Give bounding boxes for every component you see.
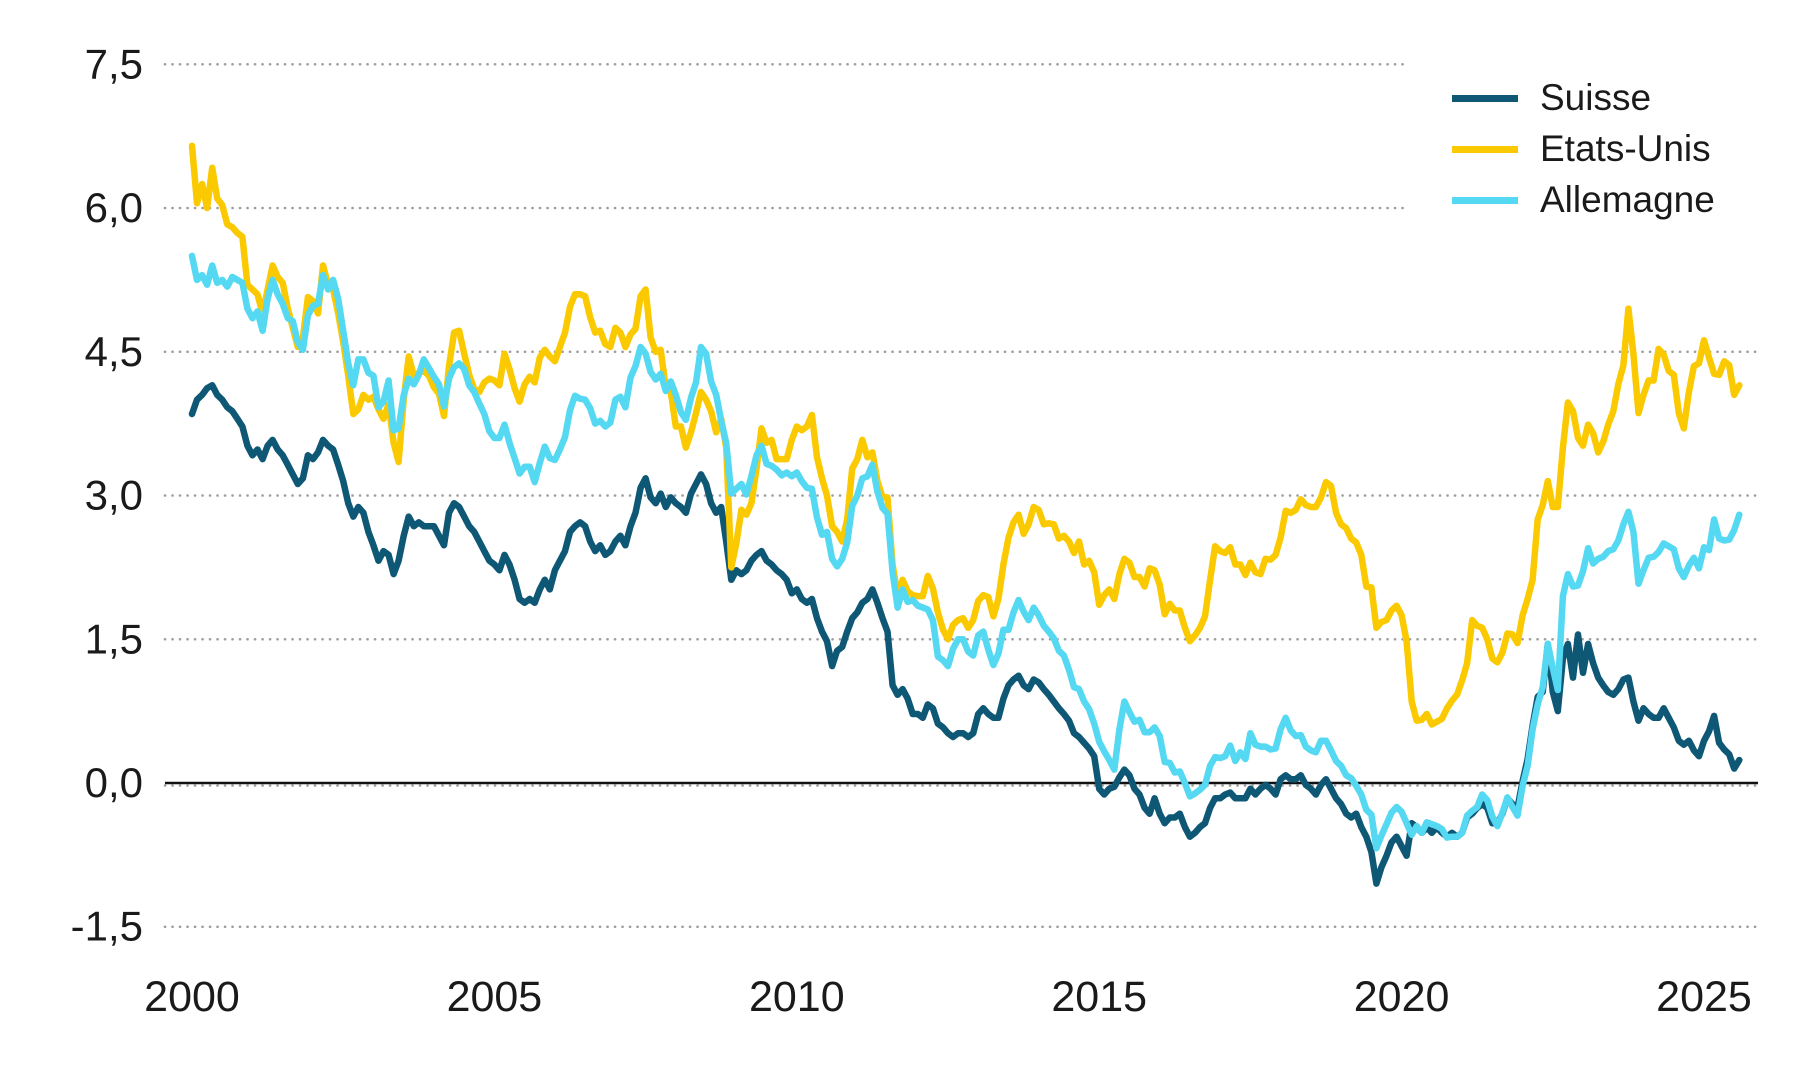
x-axis-label-2015: 2015 xyxy=(1051,973,1147,1021)
y-axis-label-1,5: 1,5 xyxy=(85,615,143,662)
x-axis-label-2000: 2000 xyxy=(144,973,240,1021)
legend-label-allemagne: Allemagne xyxy=(1540,179,1715,220)
series-line-etats-unis xyxy=(188,142,1743,728)
legend-swatch-etats-unis xyxy=(1452,145,1518,153)
legend-item-etats-unis: Etats-Unis xyxy=(1452,129,1715,169)
y-axis-label-6,0: 6,0 xyxy=(85,184,143,231)
chart-legend: Suisse Etats-Unis Allemagne xyxy=(1452,78,1715,231)
y-axis-label-7,5: 7,5 xyxy=(85,40,143,87)
legend-swatch-allemagne xyxy=(1452,196,1518,204)
legend-label-etats-unis: Etats-Unis xyxy=(1540,128,1711,169)
legend-swatch-suisse xyxy=(1452,94,1518,102)
y-axis-label-4,5: 4,5 xyxy=(85,328,143,375)
x-axis-label-2025: 2025 xyxy=(1656,973,1752,1021)
y-axis-label-3,0: 3,0 xyxy=(85,472,143,519)
x-axis-label-2020: 2020 xyxy=(1354,973,1450,1021)
legend-label-suisse: Suisse xyxy=(1540,77,1652,118)
legend-item-allemagne: Allemagne xyxy=(1452,180,1715,220)
legend-item-suisse: Suisse xyxy=(1452,78,1715,118)
y-axis-label-0,0: 0,0 xyxy=(85,759,143,806)
y-axis-label--1,5: -1,5 xyxy=(71,903,143,950)
x-axis-label-2010: 2010 xyxy=(749,973,845,1021)
x-axis-label-2005: 2005 xyxy=(447,973,543,1021)
series-line-allemagne xyxy=(188,252,1743,852)
